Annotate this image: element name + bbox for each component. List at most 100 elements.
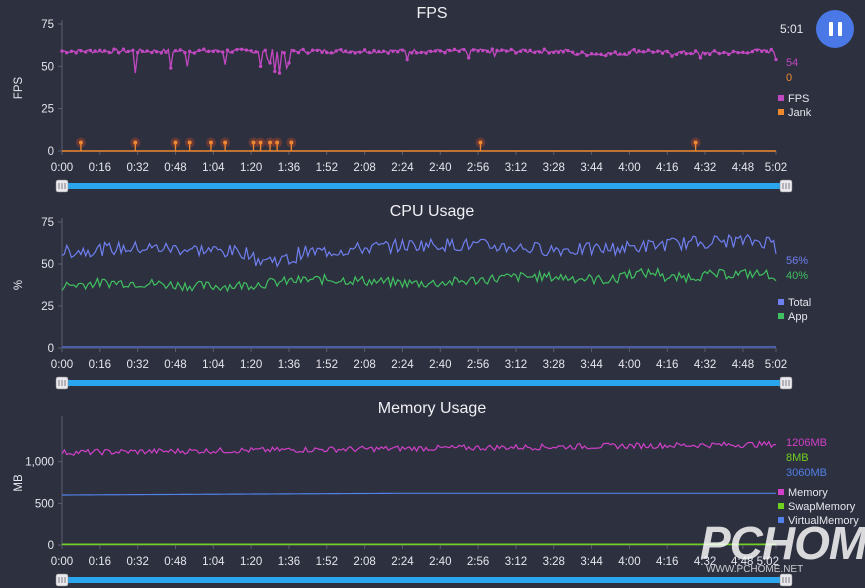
fps-point [438,49,442,53]
fps-point [736,50,740,55]
fps-point [372,48,376,53]
fps-point [225,48,230,52]
legend-swatch [778,489,784,495]
fps-point [263,48,268,53]
fps-point [533,50,537,55]
fps-point [632,47,636,52]
fps-point [561,50,565,54]
fps-point [518,49,523,53]
current-value-label: 8MB [786,452,809,464]
x-tick-label: 2:40 [429,162,451,174]
fps-point [613,50,617,54]
x-tick-label: 2:08 [353,162,375,174]
fps-point [362,48,367,52]
legend-label: SwapMemory [788,501,856,513]
x-tick-label: 0:00 [51,162,73,174]
y-tick-label: 1,000 [25,457,54,469]
fps-point [443,51,447,55]
fps-point [258,64,263,69]
x-tick-label: 1:52 [316,162,338,174]
fps-point [641,50,646,54]
fps-point [495,48,499,53]
fps-point [679,50,684,55]
fps-point [608,52,613,56]
legend-swatch [778,95,784,101]
y-tick-label: 75 [41,19,54,31]
y-axis-label: FPS [13,76,25,99]
x-tick-label: 4:16 [656,162,678,174]
fps-point [537,50,542,54]
fps-point [164,50,168,54]
fps-point [703,52,707,56]
fps-point [755,48,759,52]
x-tick-label: 0:16 [89,556,111,568]
fps-point [154,50,159,54]
fps-point [693,49,698,53]
x-tick-label: 0:48 [164,359,186,371]
fps-point [301,47,305,52]
fps-point [556,50,561,54]
jank-point [693,140,698,145]
fps-point [414,51,419,55]
fps-point [419,50,424,55]
fps-point [93,49,97,53]
fps-point [627,50,632,55]
legend-swatch [778,503,784,509]
fps-point [112,47,116,51]
fps-point [140,49,145,54]
fps-point [660,51,665,55]
x-tick-label: 1:04 [202,162,225,174]
fps-point [197,48,201,53]
fps-point [504,49,509,53]
x-tick-label: 3:44 [580,556,603,568]
fps-point [88,48,93,53]
fps-point [448,48,452,53]
fps-point [542,47,547,51]
fps-point [717,51,721,56]
fps-point [433,49,438,53]
fps-point [514,51,518,55]
time-range-slider-track [62,183,784,189]
fps-point [774,57,778,62]
fps-point [745,51,750,55]
fps-point [391,49,395,53]
cpu-total-series-line [61,233,777,268]
legend-swatch [778,313,784,319]
current-value-label: 40% [786,270,808,282]
x-tick-label: 3:28 [543,359,565,371]
fps-point [150,50,154,55]
fps-point [481,48,485,53]
jank-point [251,140,256,145]
fps-point [769,47,773,52]
fps-point [570,50,575,54]
x-tick-label: 0:00 [51,359,73,371]
x-tick-label: 3:44 [580,162,603,174]
x-tick-label: 3:28 [543,556,565,568]
x-tick-label: 2:56 [467,359,489,371]
fps-point [684,52,688,56]
fps-point [329,51,334,55]
y-tick-label: 75 [41,217,54,229]
fps-point [490,47,494,51]
y-tick-label: 25 [41,301,54,313]
jank-point [258,140,263,145]
fps-point [249,49,253,53]
fps-point [580,50,584,54]
legend-label: FPS [788,93,809,105]
fps-point [244,48,249,52]
x-tick-label: 0:48 [164,556,186,568]
fps-point [287,61,291,65]
x-tick-label: 0:00 [51,556,73,568]
pause-button[interactable] [816,10,854,48]
fps-point [731,49,736,54]
fps-point [708,52,712,57]
fps-point [135,50,140,55]
fps-point [400,48,405,52]
jank-point [133,140,138,145]
fps-point [239,47,244,51]
current-value-label: 54 [786,57,798,69]
fps-point [405,57,409,62]
x-tick-label: 4:00 [618,556,640,568]
fps-point [353,51,357,55]
fps-point [221,50,225,54]
